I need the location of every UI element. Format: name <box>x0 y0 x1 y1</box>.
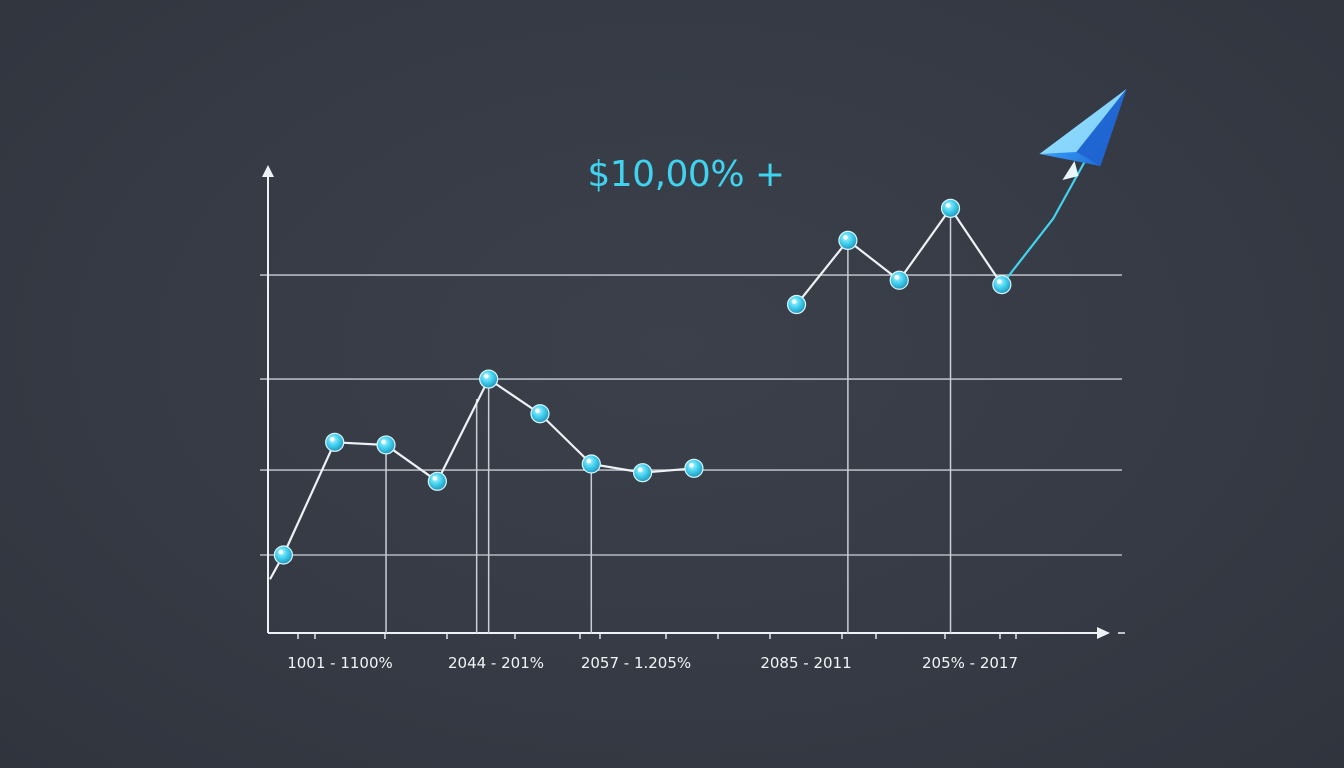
data-point-5-dot <box>530 404 550 424</box>
data-point-4-highlight <box>483 373 489 379</box>
data-point-4 <box>479 369 499 389</box>
y-axis-arrow-icon <box>262 165 274 177</box>
data-point-11-highlight <box>842 235 848 240</box>
chart-title: $10,00% + <box>587 154 784 195</box>
arrow-shadow-face <box>1076 89 1127 166</box>
data-point-8-highlight <box>689 462 694 468</box>
data-point-0 <box>273 545 293 565</box>
x-tick-label-2: 2057 - 1.205% <box>581 654 691 672</box>
data-point-8 <box>684 458 704 478</box>
data-point-5 <box>530 404 550 424</box>
data-markers <box>273 198 1012 565</box>
primary-series-segment-0 <box>269 377 695 580</box>
data-point-1-dot <box>325 432 345 452</box>
data-point-7 <box>633 463 653 483</box>
data-point-3-dot <box>427 471 447 491</box>
data-point-13-highlight <box>945 202 951 208</box>
data-point-10-highlight <box>791 299 797 304</box>
arrow-tail-fin <box>1062 161 1079 180</box>
arrow-highlight-face <box>1039 89 1127 154</box>
gridlines <box>260 274 1122 556</box>
data-point-4-dot <box>479 369 499 389</box>
data-point-1-highlight <box>329 436 335 442</box>
x-axis-arrow-icon <box>1097 627 1110 639</box>
data-point-12-dot <box>889 270 909 290</box>
data-point-3 <box>427 471 447 491</box>
data-point-6 <box>581 454 601 474</box>
data-point-2-highlight <box>381 439 386 445</box>
x-tick-label-3: 2085 - 2011 <box>760 654 851 672</box>
data-point-13 <box>940 198 961 218</box>
data-point-2-dot <box>376 435 396 455</box>
data-point-13-dot <box>940 198 961 218</box>
data-point-2 <box>376 435 396 455</box>
vertical-guides <box>385 208 952 633</box>
data-point-8-dot <box>684 458 704 478</box>
axes <box>262 165 1125 639</box>
data-point-7-dot <box>633 463 653 483</box>
data-point-12-highlight <box>894 274 900 280</box>
x-tick-label-1: 2044 - 201% <box>448 654 544 672</box>
data-point-6-dot <box>581 454 601 474</box>
data-point-1 <box>325 432 345 452</box>
data-point-6-highlight <box>586 458 592 464</box>
data-point-11 <box>838 230 858 250</box>
data-point-3-highlight <box>432 475 438 481</box>
data-point-12 <box>889 270 909 290</box>
data-point-10 <box>786 294 807 315</box>
data-point-0-dot <box>273 545 293 565</box>
data-point-0-highlight <box>278 549 284 555</box>
data-point-14-highlight <box>996 279 1002 284</box>
data-point-7-highlight <box>637 467 643 473</box>
data-point-5-highlight <box>535 408 540 414</box>
data-point-11-dot <box>838 230 858 250</box>
x-tick-label-0: 1001 - 1100% <box>287 654 393 672</box>
x-tick-labels: 1001 - 1100% 2044 - 201% 2057 - 1.205% 2085… <box>287 654 1018 672</box>
trend-arrow-group <box>1039 89 1127 180</box>
data-point-10-dot <box>786 294 807 315</box>
data-point-14 <box>992 275 1012 295</box>
primary-series-segment-1 <box>795 207 1003 306</box>
x-tick-label-4: 205% - 2017 <box>922 654 1018 672</box>
data-point-14-dot <box>992 275 1012 295</box>
